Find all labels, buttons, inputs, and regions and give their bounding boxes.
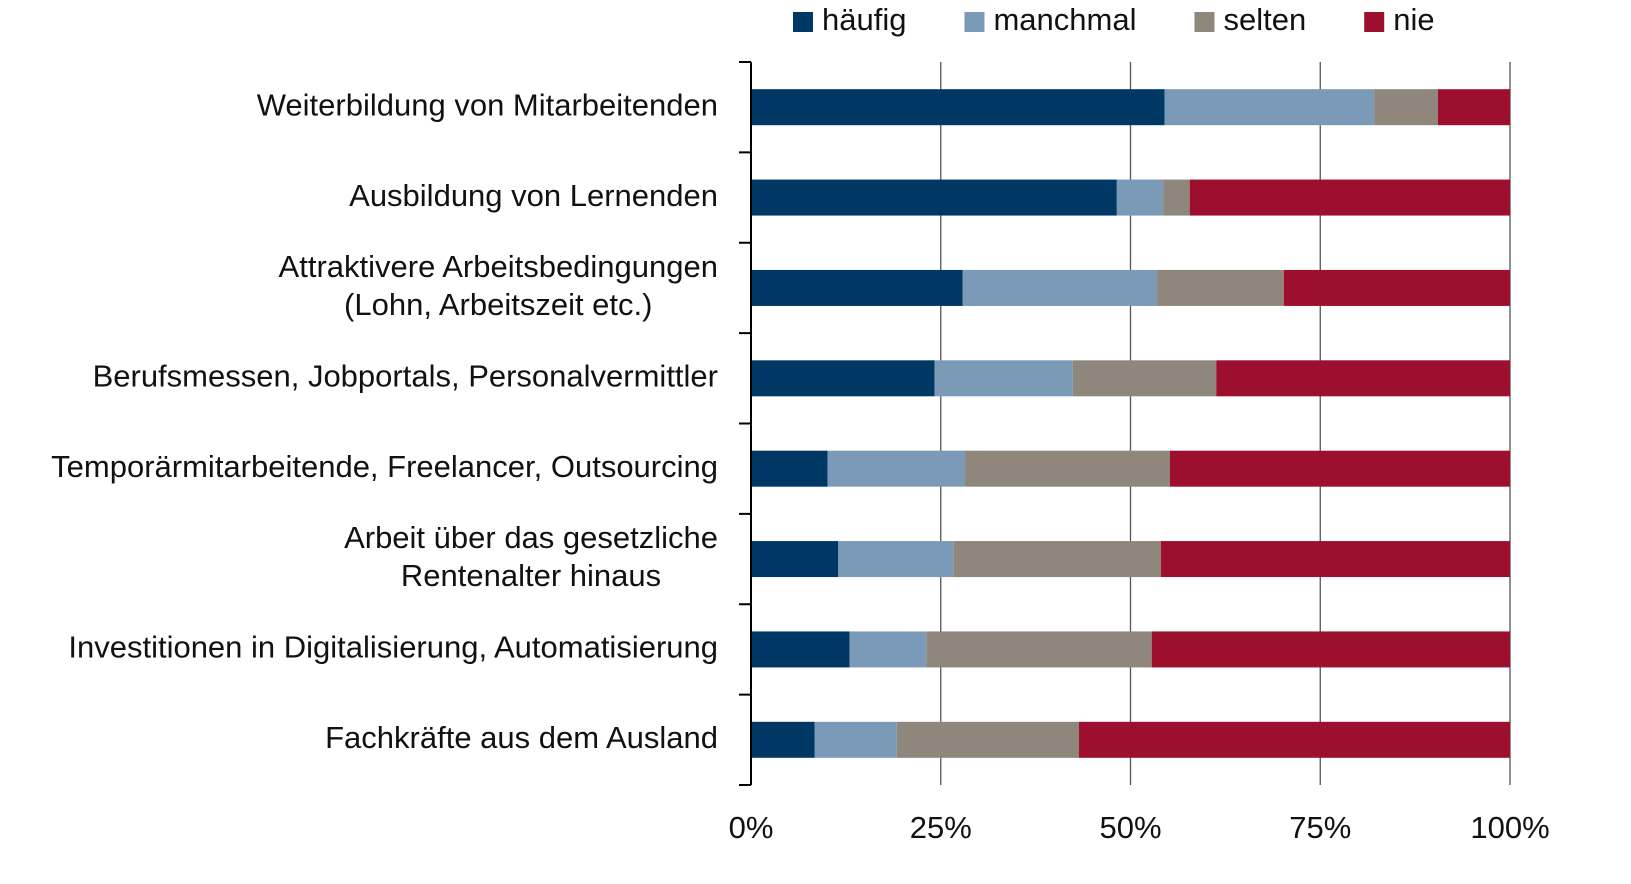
bar-segment bbox=[1283, 269, 1510, 306]
bar-segment bbox=[1072, 360, 1217, 397]
category-label: Ausbildung von Lernenden bbox=[349, 178, 718, 213]
bar-segment bbox=[751, 541, 839, 578]
bar-segment bbox=[1374, 89, 1438, 126]
x-tick-label: 50% bbox=[1099, 810, 1161, 845]
bar-segment bbox=[838, 541, 954, 578]
x-tick-label: 25% bbox=[910, 810, 972, 845]
bar-segment bbox=[1189, 179, 1510, 216]
category-label: Berufsmessen, Jobportals, Personalvermit… bbox=[93, 359, 718, 394]
category-label: Fachkräfte aus dem Ausland bbox=[325, 720, 718, 755]
bar-segment bbox=[953, 541, 1161, 578]
category-label: Investitionen in Digitalisierung, Automa… bbox=[68, 630, 718, 665]
bar-segment bbox=[1163, 179, 1190, 216]
bar-segment bbox=[1216, 360, 1510, 397]
category-label: Weiterbildung von Mitarbeitenden bbox=[257, 87, 718, 122]
bar-segment bbox=[1157, 269, 1284, 306]
bar-segment bbox=[1164, 89, 1375, 126]
bar-segment bbox=[849, 631, 927, 668]
bar-segment bbox=[965, 450, 1170, 487]
legend-label: häufig bbox=[822, 2, 906, 37]
category-label: Temporärmitarbeitende, Freelancer, Outso… bbox=[51, 449, 718, 484]
bar-segment bbox=[962, 269, 1158, 306]
bar-segment bbox=[814, 721, 897, 758]
x-tick-label: 100% bbox=[1470, 810, 1549, 845]
legend-label: nie bbox=[1393, 2, 1434, 37]
bar-segment bbox=[751, 721, 815, 758]
bar-segment bbox=[1116, 179, 1164, 216]
category-label: Arbeit über das gesetzliche Rentenalter h… bbox=[344, 520, 718, 593]
bar-segment bbox=[1437, 89, 1510, 126]
legend-swatch bbox=[1364, 12, 1385, 32]
bar-segment bbox=[896, 721, 1079, 758]
bar-segment bbox=[751, 450, 828, 487]
bar-segment bbox=[751, 360, 935, 397]
category-label: Attraktivere Arbeitsbedingungen (Lohn, Ar… bbox=[279, 249, 718, 322]
x-tick-label: 0% bbox=[729, 810, 774, 845]
bar-segment bbox=[751, 269, 963, 306]
bar-segment bbox=[1151, 631, 1510, 668]
legend-swatch bbox=[1194, 12, 1215, 32]
bar-segment bbox=[751, 89, 1165, 126]
bar-segment bbox=[934, 360, 1073, 397]
legend-swatch bbox=[793, 12, 813, 32]
legend-label: selten bbox=[1223, 2, 1306, 37]
legend-label: manchmal bbox=[993, 2, 1136, 37]
bar-segment bbox=[1160, 541, 1510, 578]
bar-segment bbox=[827, 450, 966, 487]
bar-segment bbox=[926, 631, 1152, 668]
bar-segment bbox=[1078, 721, 1510, 758]
x-tick-label: 75% bbox=[1289, 810, 1351, 845]
legend-swatch bbox=[964, 12, 985, 32]
bar-segment bbox=[751, 179, 1117, 216]
bar-segment bbox=[751, 631, 850, 668]
bar-segment bbox=[1169, 450, 1510, 487]
